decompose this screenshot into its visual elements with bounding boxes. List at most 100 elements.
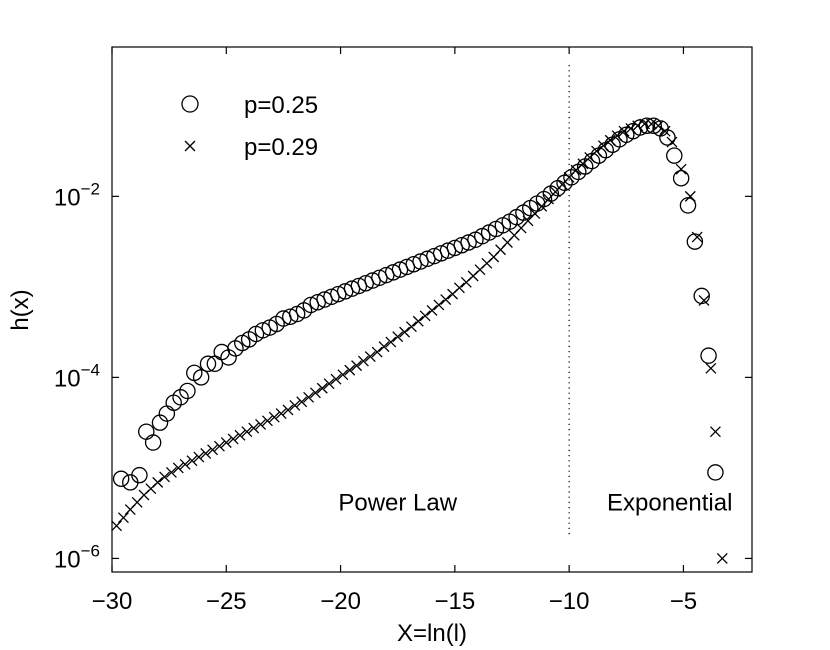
data-point-circle [700, 347, 717, 364]
data-series-layer [111, 117, 728, 564]
legend: p=0.25 p=0.29 [181, 92, 318, 161]
y-axis-label: h(x) [7, 289, 34, 330]
data-point-cross [248, 422, 260, 434]
data-point-circle [172, 389, 189, 406]
data-point-cross [117, 512, 129, 524]
data-point-cross [433, 299, 445, 311]
x-tick-label: −5 [670, 588, 697, 615]
legend-label: p=0.25 [244, 92, 318, 119]
plot-area-frame [111, 46, 753, 573]
annotation-label: Exponential [607, 489, 732, 516]
data-point-cross [275, 408, 287, 420]
x-axis-label: X=ln(l) [397, 620, 467, 647]
data-point-cross [220, 437, 232, 449]
data-point-cross [357, 355, 369, 367]
data-point-cross [378, 341, 390, 353]
data-point-cross [405, 321, 417, 333]
data-point-circle [165, 394, 182, 411]
data-point-circle [563, 169, 580, 186]
data-point-circle [144, 434, 162, 451]
data-point-cross [611, 130, 623, 142]
data-point-cross [193, 451, 205, 463]
data-point-cross [344, 364, 356, 376]
data-point-cross [186, 455, 198, 467]
data-point-cross [705, 362, 717, 374]
data-point-cross [426, 304, 438, 316]
data-point-cross [618, 125, 630, 137]
data-point-cross [316, 382, 328, 394]
data-point-cross [591, 145, 603, 157]
data-point-cross [709, 426, 721, 438]
y-tick-label: 10−6 [54, 541, 100, 573]
data-point-cross [684, 190, 696, 202]
annotations: Power Law Exponential [338, 489, 732, 516]
y-tick-label: 10−2 [54, 179, 100, 211]
data-point-cross [268, 411, 280, 423]
data-point-circle [666, 147, 683, 164]
legend-marker-cross [184, 140, 196, 152]
x-tick-label: −15 [434, 588, 475, 615]
data-point-cross [392, 331, 404, 343]
data-point-cross [351, 360, 363, 372]
data-point-cross [179, 458, 191, 470]
annotation-label: Power Law [338, 489, 457, 516]
data-point-cross [412, 315, 424, 327]
data-point-cross [419, 310, 431, 322]
data-point-circle [460, 234, 477, 251]
data-point-cross [152, 476, 164, 488]
data-point-circle [254, 322, 272, 339]
data-point-cross [399, 326, 411, 338]
data-point-cross [698, 294, 710, 306]
data-point-cross [296, 396, 308, 408]
data-point-cross [597, 140, 609, 152]
data-point-cross [604, 134, 616, 146]
data-point-cross [645, 118, 657, 130]
data-point-cross [241, 426, 253, 438]
axis-ticks: −30 −25 −20 −15 −10 −5 10−6 10−4 10−2 [54, 47, 752, 615]
data-point-circle [638, 117, 656, 135]
data-point-cross [625, 123, 637, 134]
series-p=0.29 [111, 118, 728, 564]
data-point-cross [659, 125, 671, 137]
legend-marker-circle [181, 95, 199, 113]
data-point-cross [213, 440, 225, 452]
data-point-cross [200, 447, 212, 459]
data-point-circle [282, 308, 299, 325]
data-point-cross [323, 378, 335, 390]
data-point-cross [111, 520, 123, 532]
data-point-cross [227, 433, 239, 445]
data-point-cross [330, 373, 342, 385]
data-point-circle [659, 129, 676, 146]
data-point-circle [672, 169, 690, 187]
data-point-cross [282, 404, 294, 416]
data-point-circle [206, 355, 224, 373]
data-point-cross [453, 282, 465, 294]
data-point-cross [289, 399, 301, 411]
data-point-circle [542, 185, 560, 202]
data-point-circle [179, 382, 196, 400]
y-tick-label: 10−4 [54, 360, 100, 392]
data-point-circle [112, 470, 130, 488]
data-point-cross [364, 351, 376, 363]
data-point-cross [207, 444, 219, 456]
data-point-cross [440, 294, 452, 306]
data-point-cross [716, 552, 728, 564]
data-point-cross [666, 136, 678, 148]
data-point-cross [255, 418, 267, 430]
data-point-cross [691, 231, 703, 243]
data-point-circle [138, 423, 155, 440]
data-point-cross [632, 120, 644, 132]
data-point-cross [159, 471, 171, 483]
data-point-cross [261, 415, 273, 427]
data-point-cross [303, 391, 315, 403]
data-point-circle [131, 466, 148, 484]
data-point-circle [199, 355, 217, 373]
data-point-cross [165, 466, 177, 478]
legend-label: p=0.29 [244, 134, 318, 161]
series-p=0.25 [112, 117, 724, 491]
data-point-circle [693, 287, 710, 305]
data-point-cross [371, 346, 383, 358]
data-point-circle [707, 464, 724, 481]
data-point-circle [686, 233, 704, 250]
